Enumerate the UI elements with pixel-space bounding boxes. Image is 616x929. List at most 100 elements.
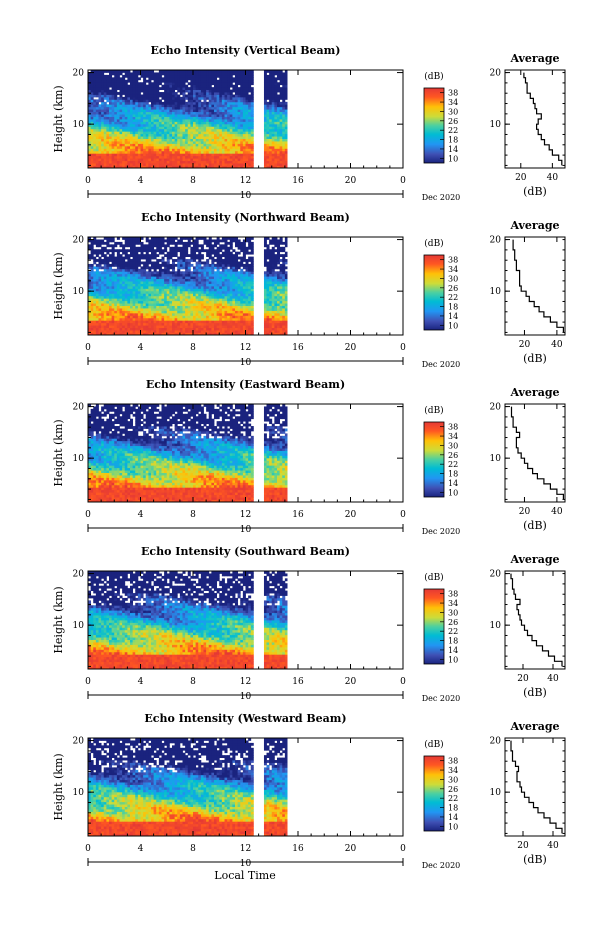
heatmap-cell [132,310,136,314]
heatmap-cell [216,148,220,152]
heatmap-cell [190,99,194,103]
heatmap-cell [227,332,231,336]
heatmap-cell [245,148,249,152]
heatmap-cell [114,300,118,304]
heatmap-cell [242,92,246,95]
heatmap-cell [269,128,273,132]
heatmap-cell [156,278,160,282]
heatmap-cell [206,153,210,157]
heatmap-cell [101,283,105,287]
heatmap-cell [114,116,118,120]
heatmap-cell [116,111,120,115]
heatmap-cell [140,327,144,331]
heatmap-cell [250,153,254,157]
heatmap-cell [166,82,170,86]
heatmap-cell [190,303,194,306]
heatmap-cell [229,84,233,88]
heatmap-cell [237,116,241,120]
heatmap-cell [114,308,118,311]
heatmap-cell [198,263,202,267]
heatmap-cell [151,241,155,245]
heatmap-cell [156,114,160,117]
heatmap-cell [153,82,157,86]
heatmap-cell [137,312,141,316]
heatmap-cell [90,104,94,108]
heatmap-cell [93,111,97,115]
heatmap-cell [190,106,194,110]
heatmap-cell [101,317,105,321]
heatmap-cell [172,303,176,306]
heatmap-cell [269,84,273,88]
heatmap-cell [266,96,270,100]
heatmap-cell [116,131,120,135]
heatmap-cell [140,133,144,137]
heatmap-cell [224,288,228,292]
heatmap-cell [135,126,139,130]
heatmap-cell [203,305,207,309]
heatmap-cell [103,94,107,98]
heatmap-cell [127,150,131,154]
heatmap-cell [235,155,239,159]
heatmap-cell [88,293,92,297]
heatmap-cell [200,163,204,166]
heatmap-cell [195,327,199,331]
heatmap-cell [143,256,147,260]
heatmap-cell [119,106,123,110]
heatmap-cell [182,126,186,130]
heatmap-cell [245,158,249,162]
heatmap-cell [93,305,97,309]
heatmap-cell [161,119,165,122]
heatmap-cell [124,278,128,282]
heatmap-cell [187,131,191,135]
heatmap-cell [158,308,162,311]
heatmap-cell [216,136,220,139]
heatmap-cell [156,322,160,326]
heatmap-cell [235,70,239,73]
heatmap-cell [124,165,128,169]
heatmap-cell [185,84,189,88]
heatmap-cell [277,72,281,76]
heatmap-cell [93,266,97,270]
heatmap-cell [140,123,144,127]
heatmap-cell [235,116,239,120]
heatmap-cell [103,332,107,336]
heatmap-cell [135,327,139,331]
heatmap-cell [227,143,231,147]
heatmap-cell [140,283,144,287]
heatmap-cell [232,305,236,309]
panel-2: Echo Intensity (Northward Beam)0 4 8 12 16 20… [52,211,566,369]
heatmap-cell [182,84,186,88]
heatmap-cell [214,128,218,132]
heatmap-cell [127,281,131,284]
heatmap-cell [219,286,223,289]
heatmap-cell [274,141,278,144]
heatmap-cell [221,158,225,162]
heatmap-cell [143,246,147,250]
heatmap-cell [203,288,207,292]
heatmap-cell [211,153,215,157]
heatmap-cell [130,237,134,240]
heatmap-cell [116,290,120,294]
heatmap-cell [216,153,220,157]
heatmap-cell [148,136,152,139]
heatmap-cell [145,74,149,78]
heatmap-cell [95,101,99,105]
heatmap-cell [161,295,165,299]
heatmap-cell [277,106,281,110]
heatmap-cell [137,310,141,314]
heatmap-cell [143,119,147,122]
heatmap-cell [274,77,278,81]
heatmap-cell [221,96,225,100]
heatmap-cell [221,155,225,159]
heatmap-cell [158,315,162,319]
heatmap-cell [95,72,99,76]
heatmap-cell [185,268,189,272]
heatmap-cell [198,79,202,83]
heatmap-cell [88,133,92,137]
heatmap-cell [190,133,194,137]
heatmap-cell [127,312,131,316]
heatmap-cell [137,268,141,272]
heatmap-cell [174,109,178,113]
heatmap-cell [195,303,199,306]
heatmap-cell [130,126,134,130]
